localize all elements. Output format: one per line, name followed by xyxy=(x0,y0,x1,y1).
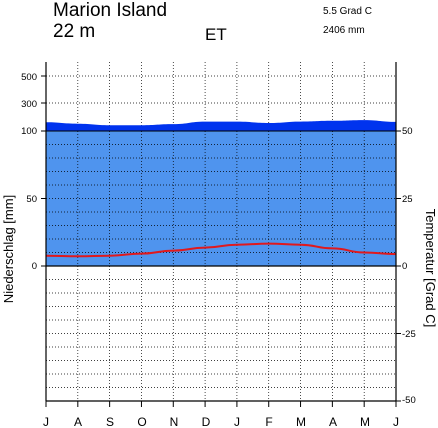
month-label: S xyxy=(106,415,114,428)
left-axis-ticks: 500 300 100 50 0 xyxy=(21,72,37,272)
right-tick-label: 25 xyxy=(402,194,413,205)
month-label: J xyxy=(43,415,49,428)
annual-precipitation: 2406 mm xyxy=(323,25,365,36)
right-axis-ticks: 50 25 0 -25 -50 xyxy=(402,126,416,406)
station-name: Marion Island xyxy=(53,0,167,21)
mean-temperature: 5.5 Grad C xyxy=(323,6,372,17)
left-tick-label: 500 xyxy=(21,72,37,83)
temperature-series xyxy=(45,242,397,258)
plot-frame xyxy=(41,62,401,407)
right-tick-label: 0 xyxy=(402,261,407,272)
grid xyxy=(46,62,396,401)
month-label: D xyxy=(202,415,211,428)
right-axis-title: Temperatur [Grad C] xyxy=(423,209,438,328)
month-label: M xyxy=(296,415,306,428)
right-tick-label: 50 xyxy=(402,126,413,137)
right-tick-label: -50 xyxy=(402,395,416,406)
month-label: A xyxy=(329,415,337,428)
month-label: A xyxy=(74,415,82,428)
month-label: J xyxy=(393,415,399,428)
month-label: J xyxy=(234,415,240,428)
precipitation-series xyxy=(46,120,396,266)
month-label: M xyxy=(360,415,370,428)
grid-overlay xyxy=(46,131,396,266)
left-tick-label: 300 xyxy=(21,99,37,110)
climate-class: ET xyxy=(205,25,227,44)
left-tick-label: 50 xyxy=(26,194,37,205)
temperature-line xyxy=(45,242,397,258)
month-labels: J A S O N D J F M A M J xyxy=(43,415,399,428)
month-label: N xyxy=(170,415,179,428)
left-tick-label: 100 xyxy=(21,126,37,137)
month-label: F xyxy=(265,415,272,428)
left-axis-title: Niederschlag [mm] xyxy=(1,195,16,303)
right-tick-label: -25 xyxy=(402,329,416,340)
precipitation-excess-area xyxy=(46,120,396,131)
station-elevation: 22 m xyxy=(53,21,95,42)
left-tick-label: 0 xyxy=(32,261,37,272)
month-label: O xyxy=(137,415,146,428)
